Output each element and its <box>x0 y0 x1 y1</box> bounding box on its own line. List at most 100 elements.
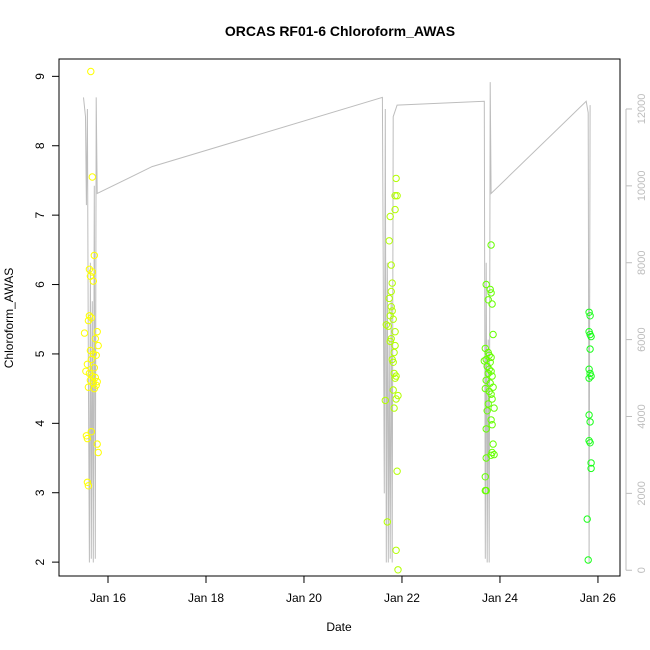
y-axis-right: 0 2000 4000 6000 8000 10000 12000 <box>625 94 648 573</box>
data-point <box>391 328 399 336</box>
data-point <box>488 372 496 380</box>
data-point <box>389 315 397 323</box>
y-tick-label: 6 <box>33 281 47 288</box>
data-point <box>90 384 99 393</box>
y2-tick-label: 4000 <box>636 404 648 428</box>
data-point <box>94 341 102 350</box>
data-point <box>487 416 495 424</box>
y2-tick-label: 2000 <box>636 481 648 505</box>
y-axis-left: 2 3 4 5 6 7 8 9 <box>33 73 59 565</box>
y-tick-label: 5 <box>33 350 47 357</box>
data-point <box>386 337 394 346</box>
y2-tick-label: 8000 <box>636 250 648 274</box>
data-point <box>587 464 595 473</box>
data-point <box>484 400 492 408</box>
data-point <box>92 351 100 359</box>
data-point <box>389 358 397 366</box>
data-point <box>587 332 595 341</box>
y2-tick-label: 0 <box>636 567 648 573</box>
data-point <box>482 486 490 495</box>
data-point <box>385 237 393 245</box>
y-tick-label: 8 <box>33 142 47 149</box>
data-point <box>88 173 97 181</box>
data-point <box>85 312 94 320</box>
data-point <box>586 345 594 353</box>
data-point <box>484 296 492 304</box>
data-point <box>83 478 92 486</box>
data-point <box>87 355 96 364</box>
data-point <box>489 383 497 391</box>
x-tick-label: Jan 20 <box>286 591 322 605</box>
data-point <box>483 407 491 415</box>
data-point <box>84 316 93 325</box>
data-point <box>481 473 489 481</box>
data-point <box>586 439 594 447</box>
data-point <box>391 374 399 382</box>
data-point <box>391 205 399 214</box>
data-point <box>389 386 397 394</box>
data-point <box>93 328 101 336</box>
data-point <box>489 440 497 448</box>
data-points <box>80 67 595 574</box>
data-point <box>387 261 395 269</box>
data-point <box>585 374 593 382</box>
data-point <box>585 365 593 373</box>
altitude-trace-line <box>83 82 591 563</box>
x-tick-label: Jan 26 <box>580 591 616 605</box>
data-point <box>387 287 395 296</box>
data-point <box>487 289 495 297</box>
data-point <box>382 321 390 329</box>
data-point <box>488 395 496 403</box>
x-tick-label: Jan 18 <box>188 591 224 605</box>
data-point <box>587 459 595 467</box>
x-tick-label: Jan 16 <box>90 591 126 605</box>
data-point <box>488 421 496 429</box>
data-point <box>94 448 102 457</box>
data-point <box>386 212 394 221</box>
data-point <box>486 285 494 294</box>
data-point <box>392 395 400 403</box>
data-point <box>482 454 490 462</box>
data-point <box>487 241 495 249</box>
data-point <box>80 329 89 337</box>
data-point <box>87 67 95 76</box>
data-point <box>392 546 400 554</box>
data-point <box>586 312 594 320</box>
data-point <box>482 425 490 433</box>
data-point <box>387 303 395 311</box>
data-point <box>388 307 396 315</box>
data-point <box>390 404 398 412</box>
data-point <box>84 482 93 490</box>
data-point <box>90 364 99 372</box>
data-point <box>393 192 401 200</box>
data-point <box>93 440 101 448</box>
data-point <box>487 353 495 362</box>
y2-tick-label: 10000 <box>636 171 648 202</box>
data-point <box>385 294 393 303</box>
data-point <box>388 279 396 287</box>
data-point <box>487 390 495 398</box>
x-tick-label: Jan 24 <box>482 591 518 605</box>
chart-title: ORCAS RF01-6 Chloroform_AWAS <box>225 23 455 39</box>
data-point <box>586 418 594 426</box>
data-point <box>381 396 389 405</box>
y-tick-label: 2 <box>33 558 47 565</box>
y-tick-label: 7 <box>33 211 47 218</box>
y-axis-label: Chloroform_AWAS <box>2 268 16 368</box>
data-point <box>89 277 98 285</box>
data-point <box>585 411 593 419</box>
data-point <box>83 360 92 368</box>
data-point <box>584 556 592 564</box>
y-tick-label: 4 <box>33 420 47 427</box>
data-point <box>490 404 498 412</box>
data-point <box>383 518 391 526</box>
y2-tick-label: 12000 <box>636 94 648 125</box>
data-point <box>391 192 399 200</box>
y2-tick-label: 6000 <box>636 327 648 351</box>
data-point <box>393 467 401 475</box>
data-point <box>88 268 97 276</box>
data-point <box>83 434 92 443</box>
data-point <box>485 365 493 373</box>
altitude-trace <box>83 82 591 563</box>
